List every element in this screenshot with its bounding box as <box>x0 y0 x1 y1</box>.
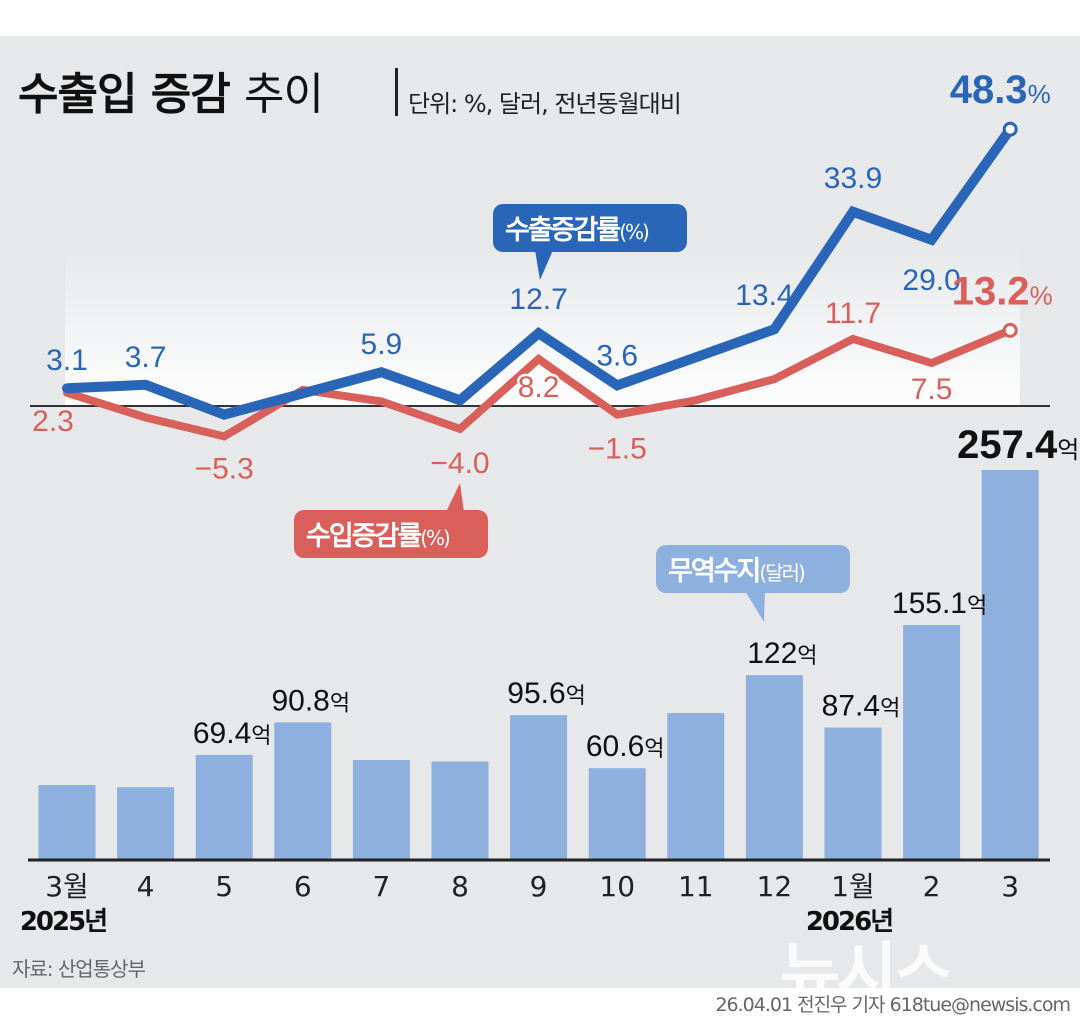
bar-11 <box>903 625 961 860</box>
balance-callout-box <box>656 545 850 593</box>
bar-label-2: 69.4억 <box>193 717 272 750</box>
credit-line: 26.04.01 전진우 기자 618tue@newsis.com <box>715 994 1071 1016</box>
bar-8 <box>667 713 725 860</box>
export-label-4: 5.9 <box>361 328 403 361</box>
x-tick-1: 4 <box>137 870 155 903</box>
bar-5 <box>431 761 489 860</box>
export-callout-pointer <box>535 250 553 280</box>
export-end-marker <box>1002 121 1018 137</box>
import-end-marker <box>1002 322 1018 338</box>
export-callout-box <box>493 204 687 252</box>
bar-12 <box>981 470 1039 860</box>
import-callout-label: 수입증감률(%) <box>306 521 450 552</box>
x-tick-5: 8 <box>451 870 469 903</box>
bar-1 <box>117 787 175 860</box>
bar-0 <box>38 785 96 860</box>
bar-label-7: 60.6억 <box>586 730 665 763</box>
bar-label-6: 95.6억 <box>507 677 586 710</box>
chart-title: 수출입 증감 추이 <box>18 58 324 122</box>
balance-callout: 무역수지(달러) <box>656 545 850 622</box>
x-tick-3: 6 <box>294 870 312 903</box>
import-label-7: −1.5 <box>588 433 647 466</box>
source-note: 자료: 산업통상부 <box>12 957 146 981</box>
import-callout-pointer <box>446 483 464 512</box>
x-tick-0: 3월 <box>45 870 89 903</box>
title-light: 추이 <box>244 69 324 120</box>
export-label-1: 3.7 <box>125 341 167 374</box>
import-label-2: −5.3 <box>195 452 254 485</box>
bar-9 <box>745 675 803 860</box>
bar-3 <box>274 722 332 860</box>
title-bold: 수출입 증감 <box>18 69 231 120</box>
bar-2 <box>195 754 253 860</box>
bar-label-11: 155.1억 <box>892 587 987 620</box>
import-label-11: 7.5 <box>911 373 953 406</box>
x-tick-12: 3 <box>1001 870 1019 903</box>
bar-4 <box>352 760 410 860</box>
import-callout-box <box>294 510 488 558</box>
export-label-9: 13.4 <box>735 279 793 312</box>
bar-6 <box>510 715 568 860</box>
import-label-6: 8.2 <box>518 371 560 404</box>
x-tick-6: 9 <box>530 870 548 903</box>
export-label-7: 3.6 <box>596 339 638 372</box>
export-label-6: 12.7 <box>509 283 567 316</box>
year-label-10: 2026년 <box>806 907 892 937</box>
export-callout-label: 수출증감률(%) <box>505 215 649 246</box>
balance-callout-pointer <box>745 591 765 622</box>
export-callout: 수출증감률(%) <box>493 204 687 280</box>
bar-label-9: 122억 <box>747 637 817 670</box>
bar-10 <box>824 727 882 860</box>
import-label-0: 2.3 <box>32 405 74 438</box>
export-label-11: 29.0 <box>902 264 960 297</box>
title-divider <box>395 68 398 116</box>
x-tick-11: 2 <box>923 870 941 903</box>
newsis-watermark: 뉴시스 <box>780 935 954 1012</box>
unit-note: 단위: %, 달러, 전년동월대비 <box>408 90 682 118</box>
balance-callout-label: 무역수지(달러) <box>668 556 805 587</box>
import-label-10: 11.7 <box>825 297 881 330</box>
x-tick-8: 11 <box>678 870 714 903</box>
year-label-0: 2025년 <box>20 907 106 937</box>
import-label-12: 13.2% <box>952 269 1053 313</box>
export-label-0: 3.1 <box>46 344 88 377</box>
export-label-10: 33.9 <box>824 162 882 195</box>
x-tick-4: 7 <box>372 870 390 903</box>
bar-7 <box>588 768 646 860</box>
import-line <box>63 326 1015 441</box>
x-tick-9: 12 <box>757 870 793 903</box>
x-tick-7: 10 <box>599 870 635 903</box>
x-tick-2: 5 <box>215 870 233 903</box>
x-tick-10: 1월 <box>831 870 875 903</box>
import-label-5: −4.0 <box>430 447 489 480</box>
bar-label-3: 90.8억 <box>271 684 350 717</box>
export-label-12: 48.3% <box>950 68 1051 112</box>
bar-label-10: 87.4억 <box>822 690 901 723</box>
export-line <box>62 124 1016 420</box>
import-callout: 수입증감률(%) <box>294 483 488 558</box>
bar-label-12: 257.4억 <box>957 423 1079 467</box>
